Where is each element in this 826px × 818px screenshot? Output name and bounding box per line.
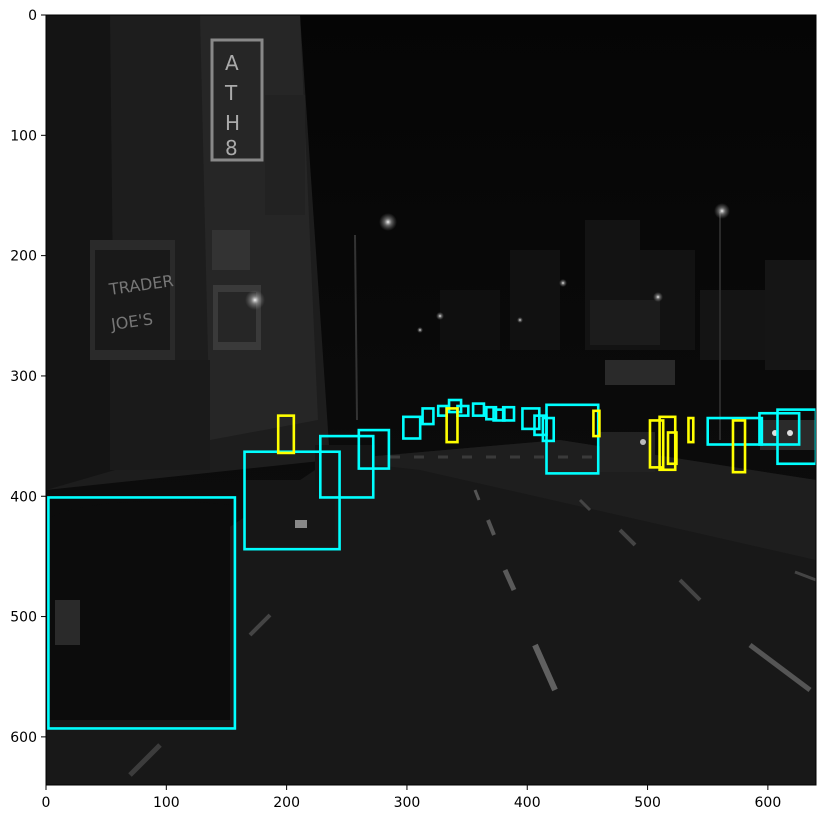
x-tick-label: 0 (42, 795, 51, 811)
bounding-box-layer (47, 398, 816, 730)
y-axis-ticks: 0 100 200 300 400 500 600 (10, 8, 46, 746)
x-tick-label: 200 (273, 795, 300, 811)
y-tick-label: 600 (10, 730, 37, 746)
detection-box-class-a (501, 405, 516, 422)
x-tick-label: 600 (755, 795, 782, 811)
detection-box-class-a (485, 405, 498, 421)
detection-box-class-a (758, 411, 801, 446)
detection-box-class-b (276, 414, 296, 455)
y-tick-label: 0 (28, 8, 37, 24)
x-tick-label: 100 (153, 795, 180, 811)
y-tick-label: 400 (10, 489, 37, 505)
svg-text:T: T (224, 81, 238, 105)
detection-box-class-a (319, 434, 375, 499)
detection-box-class-b (687, 416, 695, 444)
detection-box-class-a (357, 428, 391, 470)
detection-box-class-a (545, 403, 600, 475)
x-tick-label: 300 (394, 795, 421, 811)
x-axis-ticks: 0 100 200 300 400 500 600 (42, 785, 782, 811)
left-buildings: TRADER JOE'S A T H 8 (46, 15, 330, 490)
y-tick-label: 100 (10, 128, 37, 144)
detection-box-class-a (776, 408, 816, 466)
detection-box-class-a (402, 415, 422, 440)
detection-box-class-b (666, 431, 678, 466)
detection-box-class-a (471, 402, 486, 417)
detection-box-class-a (421, 407, 435, 426)
axes-frame (45, 14, 817, 786)
road (46, 440, 816, 785)
svg-text:A: A (225, 51, 239, 75)
y-tick-label: 200 (10, 249, 37, 265)
skyline (440, 220, 816, 385)
x-tick-label: 400 (514, 795, 541, 811)
detection-box-class-a (521, 407, 541, 431)
detection-box-class-a (706, 416, 764, 446)
x-tick-label: 500 (634, 795, 661, 811)
street-photo: TRADER JOE'S A T H 8 (46, 15, 816, 785)
detection-box-class-b (648, 419, 665, 469)
detection-box-class-b (731, 419, 747, 474)
svg-text:8: 8 (225, 136, 238, 160)
svg-text:H: H (225, 111, 240, 135)
detection-box-class-a (47, 496, 237, 730)
detection-box-class-b (592, 409, 601, 438)
detection-box-class-a (541, 416, 556, 443)
y-tick-label: 500 (10, 610, 37, 626)
y-tick-label: 300 (10, 369, 37, 385)
street-lights (354, 203, 730, 440)
detection-box-class-b (445, 407, 459, 444)
